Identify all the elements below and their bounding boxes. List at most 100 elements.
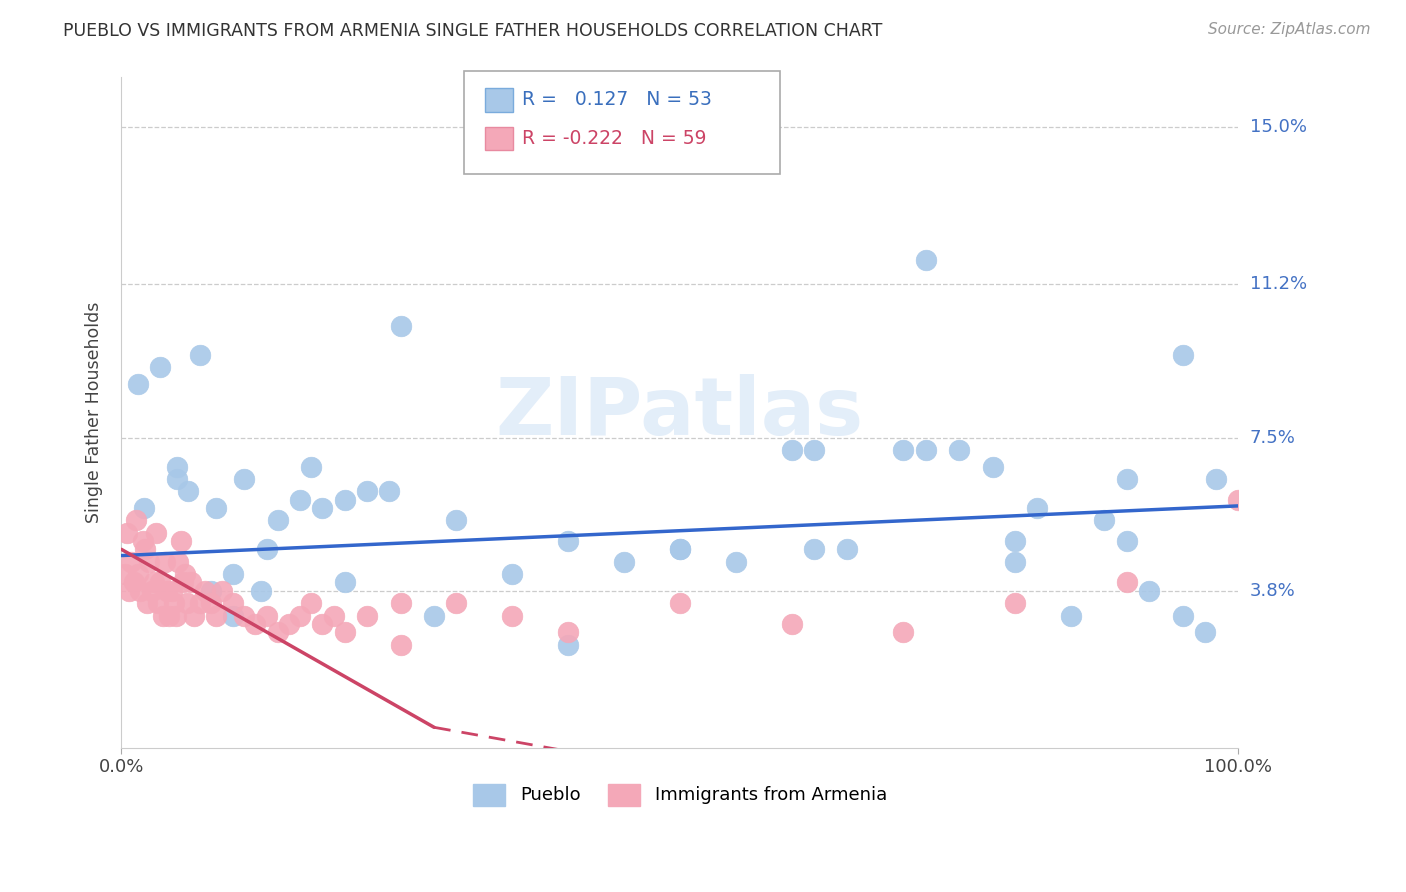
Point xyxy=(129,583,152,598)
Point xyxy=(122,575,145,590)
Point xyxy=(200,596,222,610)
Text: ZIPatlas: ZIPatlas xyxy=(496,374,865,451)
Point xyxy=(222,608,245,623)
Point xyxy=(149,575,172,590)
Point xyxy=(127,376,149,391)
Point xyxy=(205,608,228,623)
Text: R =   0.127   N = 53: R = 0.127 N = 53 xyxy=(522,90,711,110)
Point xyxy=(803,542,825,557)
Point xyxy=(378,484,401,499)
Point xyxy=(127,567,149,582)
Text: R = -0.222   N = 59: R = -0.222 N = 59 xyxy=(522,128,706,148)
Point xyxy=(180,575,202,590)
Point xyxy=(125,513,148,527)
Point xyxy=(333,575,356,590)
Point xyxy=(389,596,412,610)
Point xyxy=(205,500,228,515)
Point xyxy=(333,492,356,507)
Point xyxy=(1115,472,1137,486)
Text: 3.8%: 3.8% xyxy=(1250,582,1295,599)
Point xyxy=(891,442,914,457)
Point xyxy=(389,318,412,333)
Point xyxy=(166,472,188,486)
Point xyxy=(1004,555,1026,569)
Text: 15.0%: 15.0% xyxy=(1250,118,1306,136)
Point xyxy=(157,608,180,623)
Point xyxy=(724,555,747,569)
Point xyxy=(165,608,187,623)
Point xyxy=(1060,608,1083,623)
Point xyxy=(613,555,636,569)
Point xyxy=(501,567,523,582)
Point xyxy=(115,525,138,540)
Point xyxy=(780,442,803,457)
Legend: Pueblo, Immigrants from Armenia: Pueblo, Immigrants from Armenia xyxy=(465,776,894,813)
Point xyxy=(446,596,468,610)
Point xyxy=(356,484,378,499)
Point xyxy=(557,638,579,652)
Point xyxy=(267,513,290,527)
Point xyxy=(153,555,176,569)
Point xyxy=(322,608,344,623)
Point xyxy=(837,542,859,557)
Point xyxy=(188,348,211,362)
Point xyxy=(114,567,136,582)
Point xyxy=(222,596,245,610)
Point xyxy=(803,442,825,457)
Point xyxy=(156,583,179,598)
Point xyxy=(177,484,200,499)
Point xyxy=(1004,534,1026,549)
Point xyxy=(136,596,159,610)
Point xyxy=(1115,534,1137,549)
Point xyxy=(981,459,1004,474)
Point xyxy=(299,459,322,474)
Point xyxy=(669,542,692,557)
Point xyxy=(501,608,523,623)
Point xyxy=(267,625,290,640)
Point xyxy=(131,534,153,549)
Point xyxy=(299,596,322,610)
Point xyxy=(256,608,278,623)
Point xyxy=(200,583,222,598)
Point xyxy=(1115,575,1137,590)
Point xyxy=(250,583,273,598)
Point xyxy=(142,575,165,590)
Point xyxy=(914,442,936,457)
Point xyxy=(149,360,172,375)
Point xyxy=(311,500,333,515)
Point xyxy=(1205,472,1227,486)
Point xyxy=(288,492,311,507)
Point xyxy=(948,442,970,457)
Point xyxy=(1171,608,1194,623)
Point xyxy=(423,608,446,623)
Point xyxy=(222,567,245,582)
Point xyxy=(141,583,163,598)
Point xyxy=(333,625,356,640)
Point xyxy=(256,542,278,557)
Point xyxy=(356,608,378,623)
Point xyxy=(167,555,190,569)
Point xyxy=(389,638,412,652)
Point xyxy=(176,596,198,610)
Point xyxy=(311,616,333,631)
Point xyxy=(233,608,256,623)
Point xyxy=(172,575,194,590)
Point xyxy=(557,625,579,640)
Point xyxy=(132,500,155,515)
Text: 7.5%: 7.5% xyxy=(1250,428,1295,447)
Point xyxy=(211,583,233,598)
Point xyxy=(183,608,205,623)
Text: PUEBLO VS IMMIGRANTS FROM ARMENIA SINGLE FATHER HOUSEHOLDS CORRELATION CHART: PUEBLO VS IMMIGRANTS FROM ARMENIA SINGLE… xyxy=(63,22,883,40)
Point xyxy=(780,616,803,631)
Point xyxy=(1092,513,1115,527)
Point xyxy=(134,542,156,557)
Point xyxy=(669,596,692,610)
Point xyxy=(557,534,579,549)
Point xyxy=(152,608,174,623)
Point xyxy=(446,513,468,527)
Point xyxy=(1227,492,1250,507)
Point xyxy=(166,459,188,474)
Point xyxy=(160,583,183,598)
Point xyxy=(288,608,311,623)
Point xyxy=(914,252,936,267)
